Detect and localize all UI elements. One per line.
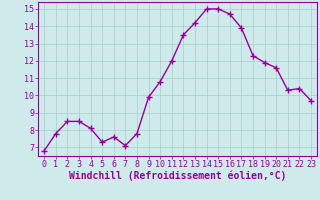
X-axis label: Windchill (Refroidissement éolien,°C): Windchill (Refroidissement éolien,°C) xyxy=(69,171,286,181)
